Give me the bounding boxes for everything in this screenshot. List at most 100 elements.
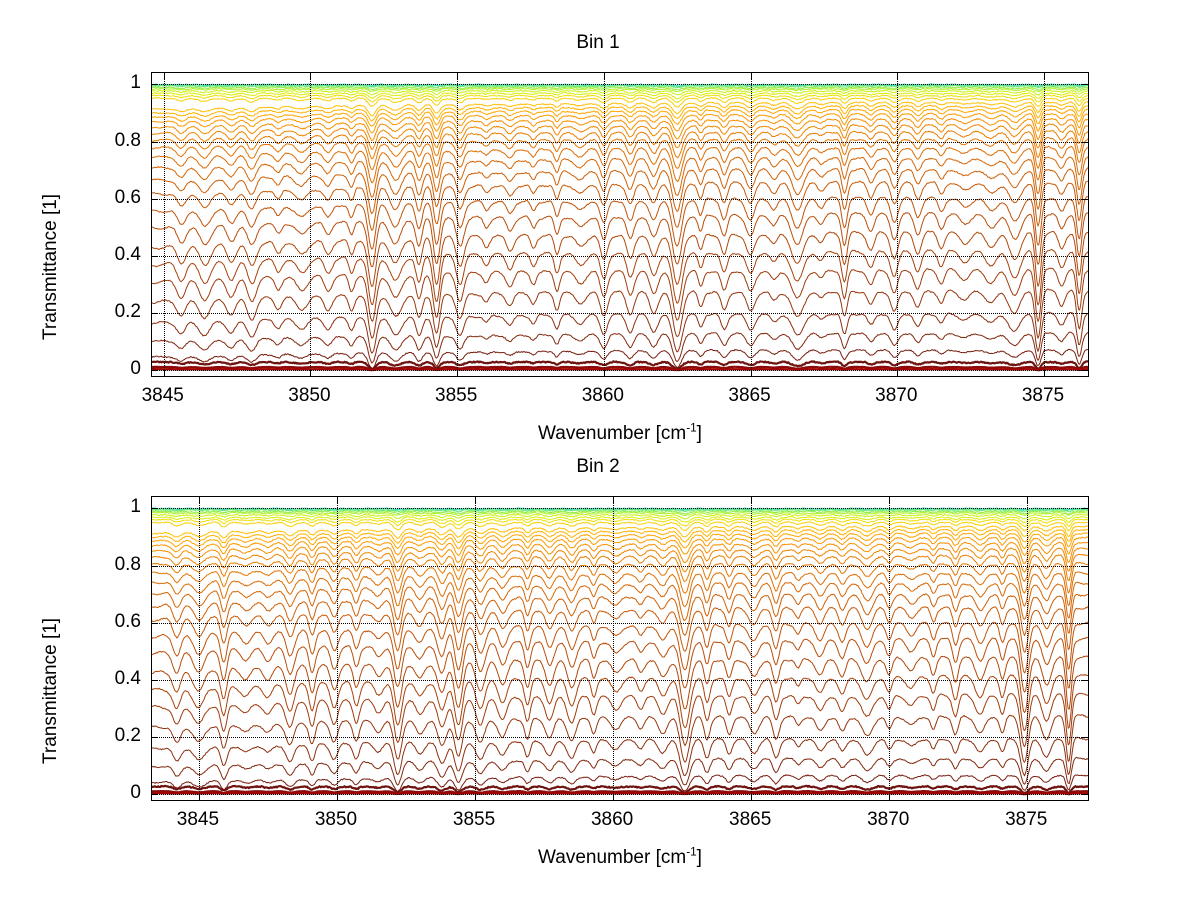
- spectrum-curve: [152, 692, 1088, 748]
- xtick-mark: [163, 370, 165, 376]
- xtick-mark: [1043, 370, 1045, 376]
- ytick-mark-right: [1082, 141, 1088, 143]
- xtick-mark: [1027, 794, 1029, 800]
- ytick-mark-right: [1082, 84, 1088, 86]
- spectrum-curve: [152, 513, 1088, 520]
- ytick-label: 0: [130, 358, 141, 380]
- spectrum-curve: [152, 528, 1088, 544]
- spectrum-curve: [152, 547, 1088, 573]
- ytick-mark: [152, 313, 158, 315]
- spectrum-curve: [152, 288, 1088, 339]
- gridline-vertical: [163, 73, 165, 376]
- ytick-mark-right: [1082, 508, 1088, 510]
- xtick-label: 3860: [581, 385, 624, 406]
- xtick-label: 3850: [288, 385, 331, 406]
- ylabel-bin2: Transmittance [1]: [40, 617, 61, 764]
- spectrum-curve: [152, 774, 1088, 793]
- gridline-horizontal: [152, 370, 1088, 372]
- gridline-vertical: [750, 73, 752, 376]
- spectrum-curve: [152, 112, 1088, 134]
- gridline-vertical: [198, 497, 200, 800]
- spectrum-curve: [152, 248, 1088, 306]
- ytick-mark: [152, 370, 158, 372]
- spectrum-curve: [152, 571, 1088, 607]
- spectrum-curve: [152, 515, 1088, 524]
- spectrum-curve: [152, 510, 1088, 515]
- spectrum-curve: [152, 195, 1088, 250]
- xtick-mark-top: [1043, 73, 1045, 79]
- gridline-horizontal: [152, 794, 1088, 796]
- spectrum-curve: [152, 348, 1088, 370]
- gridline-horizontal: [152, 679, 1088, 681]
- xtick-label: 3850: [314, 809, 358, 830]
- spectrum-curve: [152, 136, 1088, 171]
- spectrum-curve: [152, 267, 1088, 322]
- xlabel-bin2: Wavenumber [cm-1]: [470, 845, 770, 869]
- xtick-mark: [889, 794, 891, 800]
- spectrum-curve: [152, 532, 1088, 550]
- xlabel-bin1-text: Wavenumber [cm: [538, 423, 687, 444]
- ytick-mark: [152, 84, 158, 86]
- xtick-label: 3855: [452, 809, 496, 830]
- gridline-horizontal: [152, 84, 1088, 86]
- xtick-mark-top: [889, 497, 891, 503]
- spectrum-curve: [152, 518, 1088, 528]
- spectrum-curve: [152, 736, 1088, 777]
- ytick-label: 0.6: [114, 610, 141, 632]
- gridline-vertical: [613, 497, 615, 800]
- gridline-vertical: [310, 73, 312, 376]
- spectrum-curve: [152, 365, 1088, 371]
- xtick-mark-top: [336, 497, 338, 503]
- xtick-mark-top: [751, 497, 753, 503]
- spectrum-curve: [152, 621, 1088, 674]
- xtick-label: 3870: [867, 809, 910, 830]
- ytick-mark-right: [1082, 370, 1088, 372]
- ylabel-bin1: Transmittance [1]: [40, 193, 61, 340]
- spectrum-curve: [152, 230, 1088, 287]
- ytick-mark-right: [1082, 198, 1088, 200]
- gridline-vertical: [751, 497, 753, 800]
- gridline-vertical: [897, 73, 899, 376]
- spectrum-curve: [152, 525, 1088, 539]
- xtick-label: 3865: [729, 809, 772, 830]
- ytick-mark-right: [1082, 313, 1088, 315]
- gridline-horizontal: [152, 622, 1088, 624]
- ytick-mark: [152, 198, 158, 200]
- spectrum-curve: [152, 108, 1088, 127]
- gridline-vertical: [889, 497, 891, 800]
- spectrum-curve: [152, 636, 1088, 693]
- spectrum-curve: [152, 87, 1088, 93]
- spectrum-curve: [152, 86, 1088, 91]
- xtick-mark: [897, 370, 899, 376]
- ytick-label: 1: [130, 72, 141, 94]
- spectrum-curve: [152, 92, 1088, 100]
- xtick-label: 3865: [728, 385, 771, 406]
- xtick-mark-top: [603, 73, 605, 79]
- spectrum-curve: [152, 521, 1088, 532]
- ytick-mark-right: [1082, 565, 1088, 567]
- xlabel-bin2-superscript: -1: [686, 845, 697, 859]
- ytick-label: 0.4: [114, 667, 141, 689]
- xtick-label: 3860: [590, 809, 634, 830]
- gridline-vertical: [475, 497, 477, 800]
- gridline-horizontal: [152, 141, 1088, 143]
- ytick-mark-right: [1082, 679, 1088, 681]
- spectrum-curve: [152, 104, 1088, 122]
- spectrum-curve: [152, 511, 1088, 517]
- ytick-mark-right: [1082, 622, 1088, 624]
- xlabel-bin1: Wavenumber [cm-1]: [470, 422, 770, 445]
- xtick-label: 3875: [1005, 809, 1048, 830]
- spectrum-curve: [152, 541, 1088, 564]
- xtick-mark-top: [897, 73, 899, 79]
- xtick-label: 3875: [1021, 385, 1065, 406]
- xtick-mark-top: [310, 73, 312, 79]
- xtick-mark-top: [613, 497, 615, 503]
- gridline-horizontal: [152, 313, 1088, 315]
- xtick-mark: [603, 370, 605, 376]
- spectrum-curve: [152, 606, 1088, 653]
- ytick-mark: [152, 565, 158, 567]
- spectrum-curve: [152, 156, 1088, 198]
- spectrum-curve: [152, 211, 1088, 268]
- ytick-mark-right: [1082, 794, 1088, 796]
